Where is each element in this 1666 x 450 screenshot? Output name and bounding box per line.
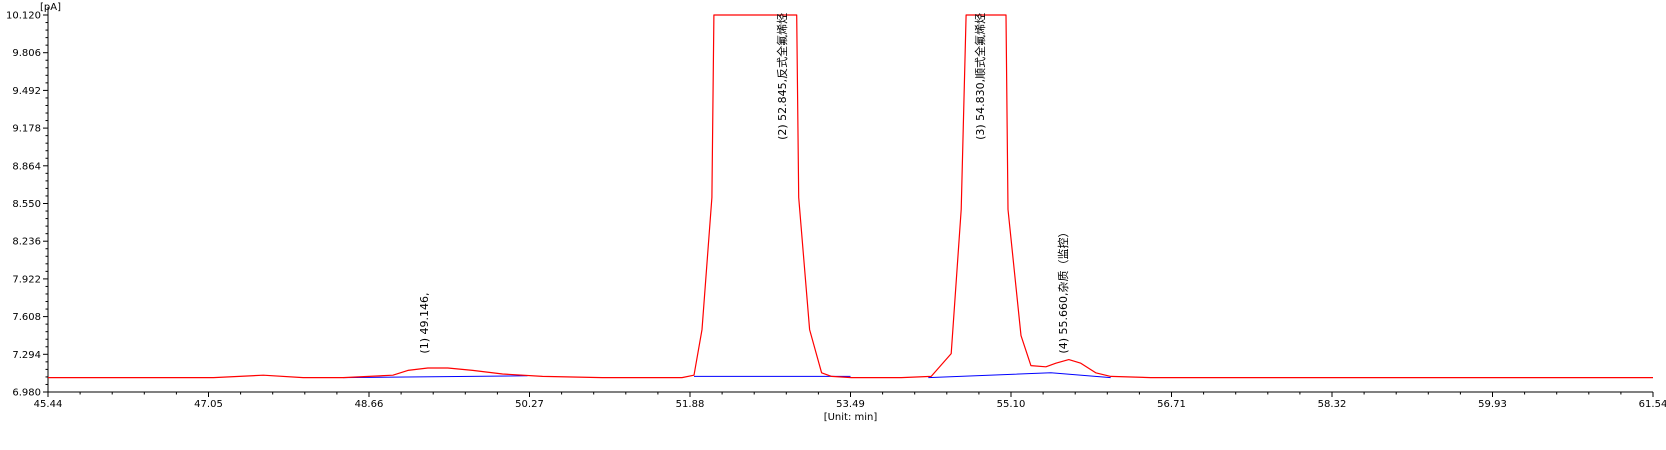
signal-group [48,14,1653,379]
peak-annotation: (2) 52.845,反式全氟烯烃 [775,13,789,140]
x-tick-label: 48.66 [355,399,384,410]
y-tick-label: 8.864 [12,161,41,172]
signal-trace [48,14,1653,379]
x-tick-label: 45.44 [34,399,63,410]
baseline-group [343,372,1111,379]
y-tick-label: 7.608 [12,312,41,323]
y-tick-label: 9.492 [12,86,41,97]
y-tick-label: 8.236 [12,237,41,248]
x-axis-label: [Unit: min] [824,412,878,423]
peak-annotation: (1) 49.146, [418,293,431,354]
x-tick-label: 56.71 [1157,399,1186,410]
y-tick-label: 7.294 [12,350,41,361]
x-tick-label: 51.88 [676,399,705,410]
y-tick-label: 6.980 [12,388,41,399]
peak-annotation: (4) 55.660,杂质（监控） [1056,227,1070,354]
y-tick-label: 9.806 [12,48,41,59]
peak-annotation: (3) 54.830,顺式全氟烯烃 [973,13,987,140]
x-tick-label: 61.54 [1639,399,1666,410]
x-tick-label: 47.05 [194,399,223,410]
x-tick-label: 53.49 [836,399,865,410]
y-tick-label: 7.922 [12,274,41,285]
y-axis-label: [pA] [40,2,61,13]
baseline-segment [343,375,528,379]
x-tick-label: 50.27 [515,399,544,410]
x-tick-label: 59.93 [1478,399,1507,410]
y-tick-label: 9.178 [12,124,41,135]
x-tick-label: 58.32 [1318,399,1347,410]
axes: 6.980 7.294 7.608 7.922 8.236 8.550 8.864 9.178… [6,2,1666,423]
y-tick-label: 10.120 [6,11,41,22]
baseline-segment [928,372,1111,379]
y-tick-label: 8.550 [12,199,41,210]
x-tick-label: 55.10 [997,399,1026,410]
annotation-group: (1) 49.146, (2) 52.845,反式全氟烯烃 (3) 54.830,顺… [418,13,1070,354]
